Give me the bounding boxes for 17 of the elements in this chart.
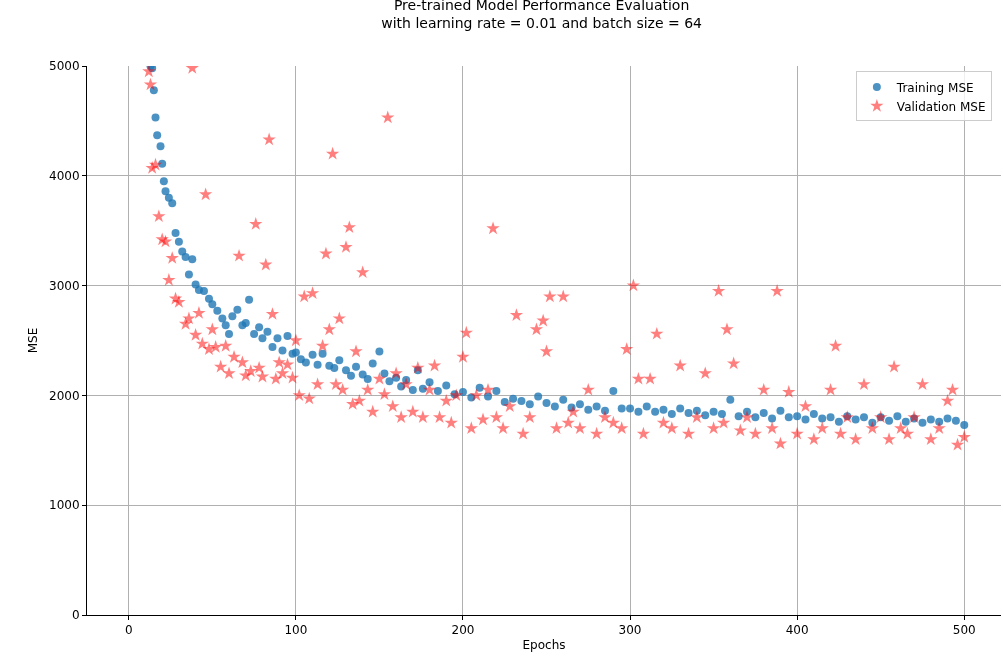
x-tick-label: 0	[124, 623, 133, 638]
y-axis-title: MSE	[26, 327, 41, 354]
x-tick-label: 200	[451, 623, 475, 638]
x-tick-label: 300	[618, 623, 642, 638]
y-tick-label: 5000	[49, 59, 80, 74]
y-tick-label: 1000	[49, 498, 80, 513]
y-tick-label: 4000	[49, 169, 80, 183]
y-tick-label: 0	[71, 608, 80, 623]
y-tick-label: 3000	[49, 278, 80, 293]
legend-label: Validation MSE	[896, 99, 986, 114]
x-tick-label: 400	[785, 623, 809, 638]
x-axis-title: Epochs	[522, 638, 566, 653]
chart-title: Pre-trained Model Performance Evaluation with learning rate = 0.01 and batch size = 64	[381, 0, 703, 32]
y-tick-label: 2000	[49, 388, 80, 403]
legend-label: Training MSE	[895, 80, 974, 95]
x-tick-label: 100	[284, 623, 308, 638]
x-tick-label: 500	[952, 623, 976, 638]
